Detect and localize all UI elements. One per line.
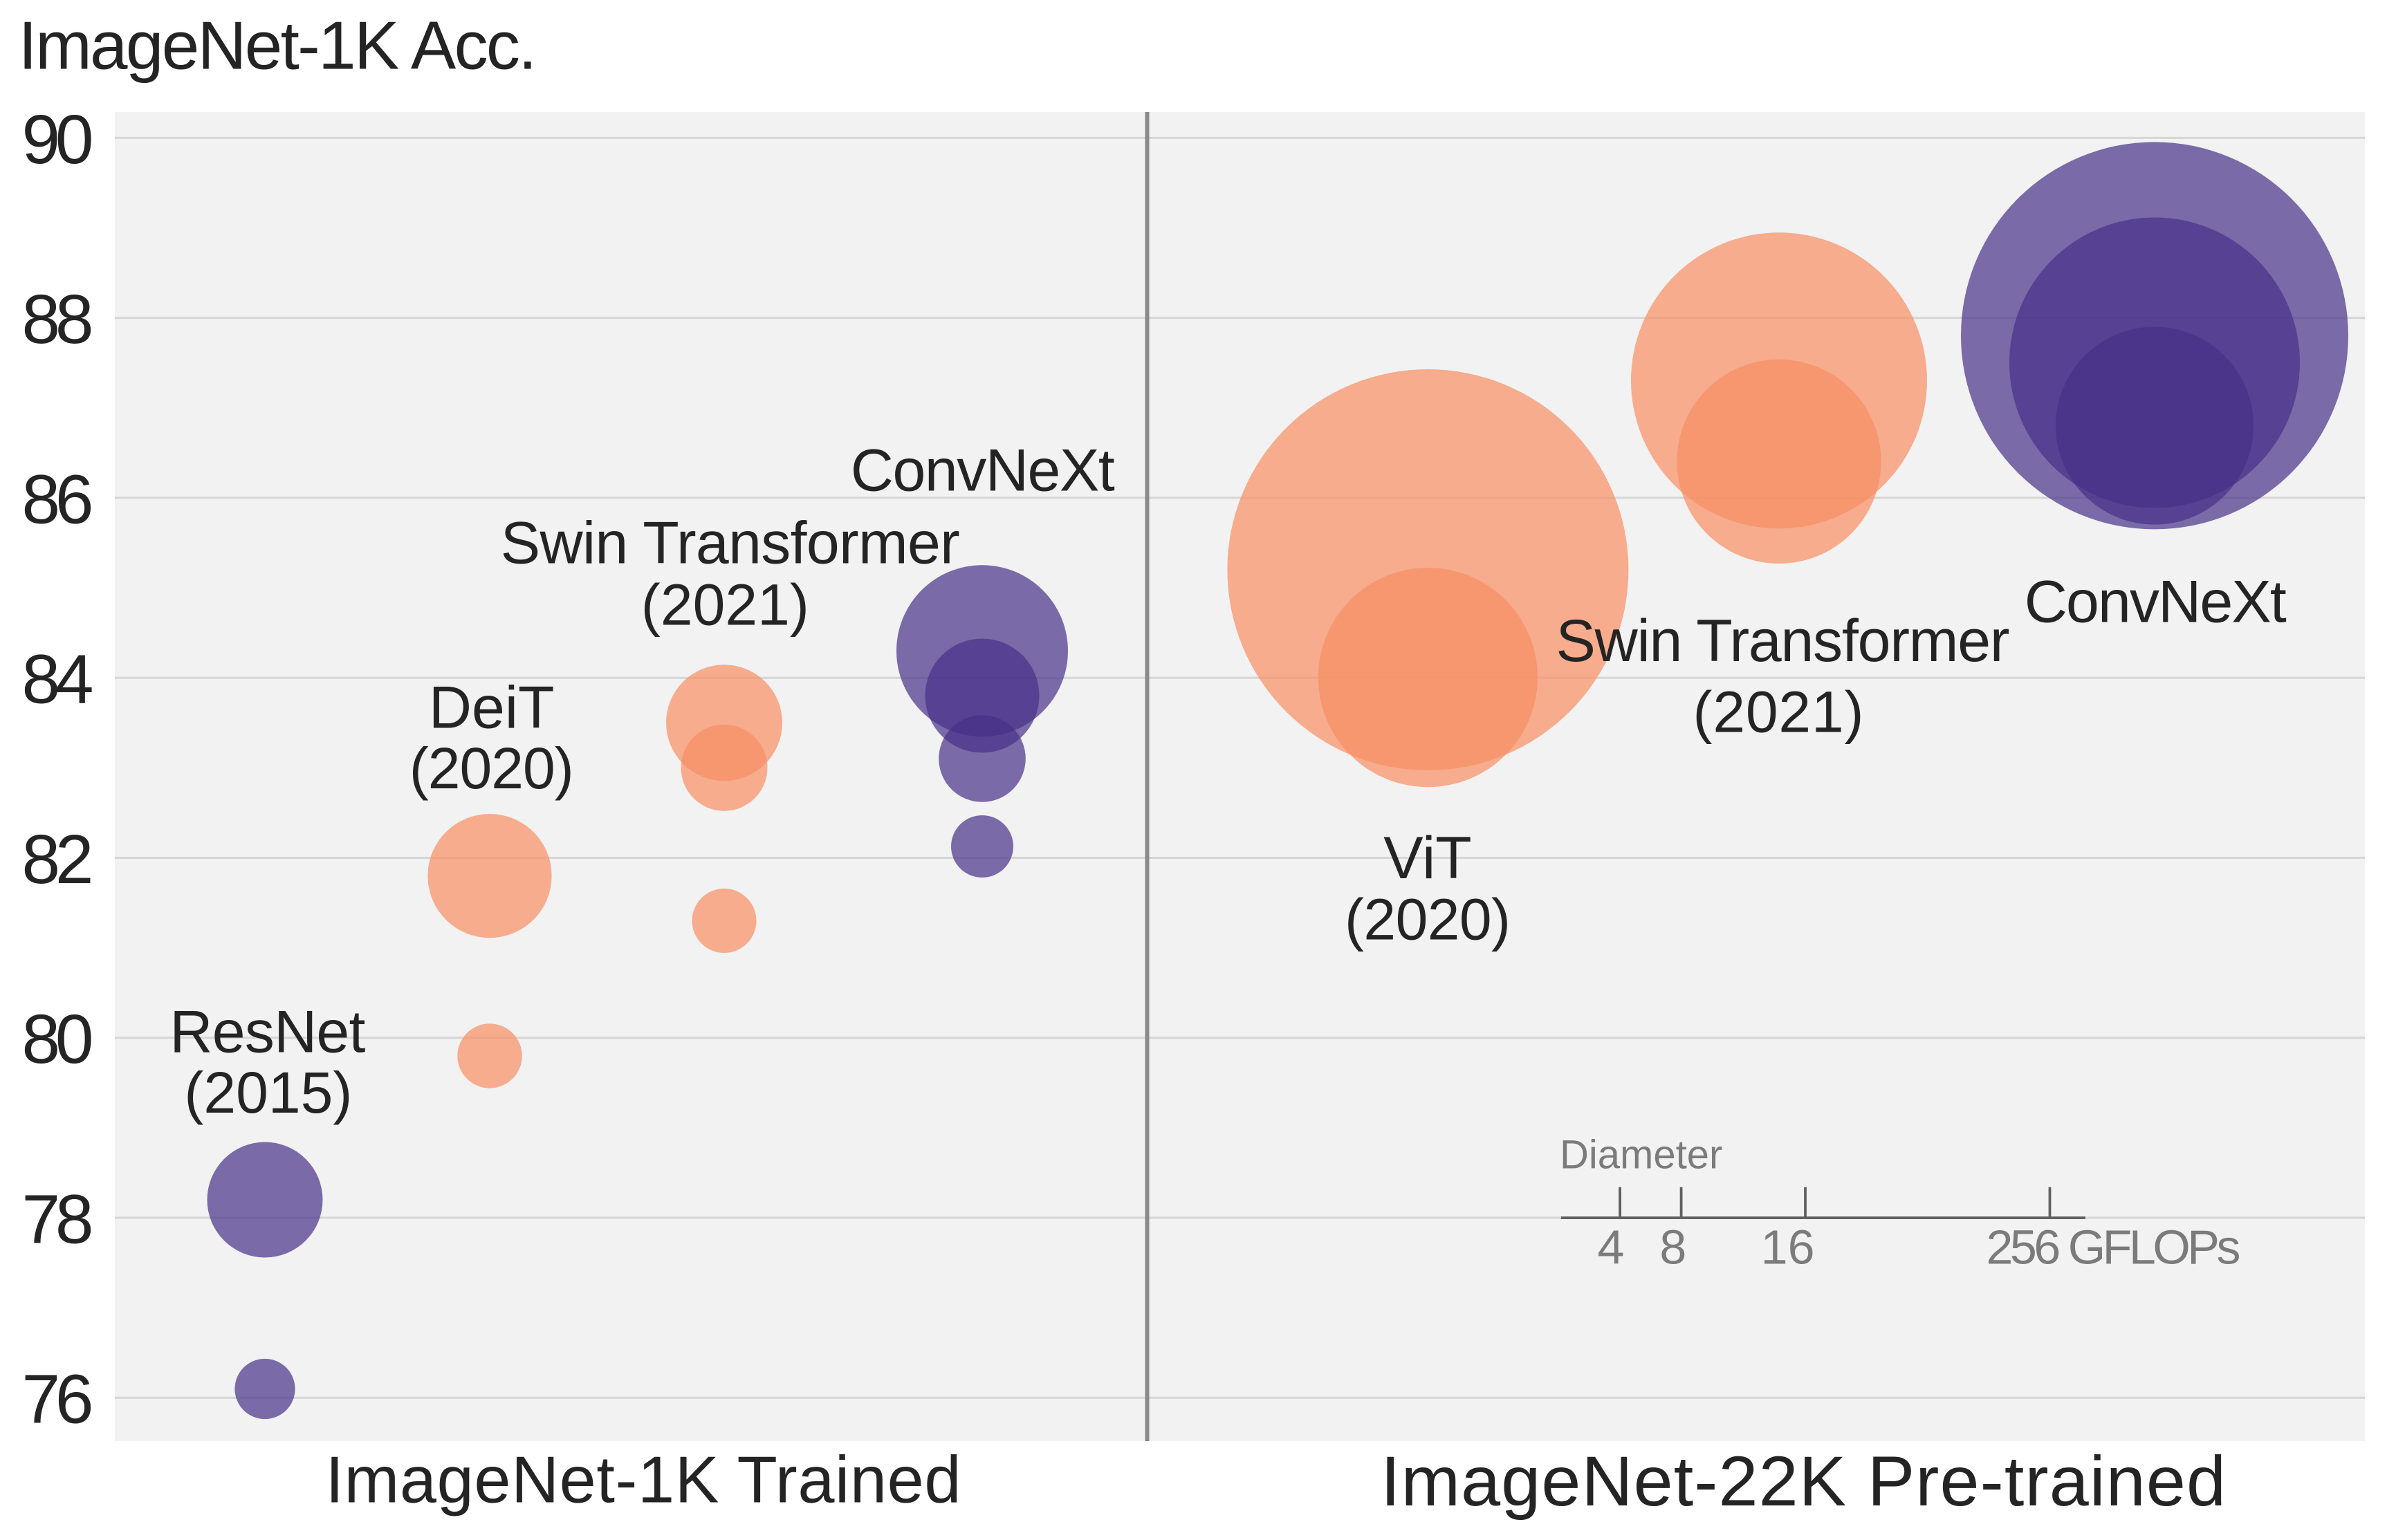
svg-text:Swin Transformer: Swin Transformer <box>501 510 960 577</box>
svg-text:78: 78 <box>22 1181 94 1259</box>
svg-text:8: 8 <box>1659 1221 1686 1274</box>
svg-text:256 GFLOPs: 256 GFLOPs <box>1987 1221 2241 1274</box>
svg-text:16: 16 <box>1761 1221 1815 1274</box>
svg-text:84: 84 <box>22 641 94 718</box>
svg-text:80: 80 <box>22 1001 94 1078</box>
svg-text:86: 86 <box>22 461 94 538</box>
svg-text:(2015): (2015) <box>184 1060 352 1125</box>
svg-text:4: 4 <box>1598 1221 1625 1274</box>
svg-text:(2021): (2021) <box>1693 680 1864 745</box>
svg-text:90: 90 <box>22 101 94 178</box>
svg-text:ViT: ViT <box>1383 825 1471 891</box>
svg-text:82: 82 <box>22 821 94 898</box>
svg-text:Swin Transformer: Swin Transformer <box>1556 608 2010 674</box>
svg-text:ConvNeXt: ConvNeXt <box>851 438 1115 504</box>
svg-text:Diameter: Diameter <box>1560 1133 1722 1178</box>
svg-text:ResNet: ResNet <box>169 999 365 1065</box>
svg-text:ImageNet-1K Trained: ImageNet-1K Trained <box>326 1444 961 1517</box>
svg-text:(2020): (2020) <box>409 736 574 801</box>
svg-text:(2020): (2020) <box>1345 887 1511 952</box>
svg-text:ImageNet-1K Acc.: ImageNet-1K Acc. <box>19 8 537 84</box>
svg-text:76: 76 <box>22 1361 94 1438</box>
svg-text:ImageNet-22K Pre-trained: ImageNet-22K Pre-trained <box>1381 1441 2226 1521</box>
svg-text:ConvNeXt: ConvNeXt <box>2025 568 2287 635</box>
svg-text:(2021): (2021) <box>641 572 809 637</box>
svg-text:DeiT: DeiT <box>429 675 555 741</box>
svg-text:88: 88 <box>22 281 94 358</box>
